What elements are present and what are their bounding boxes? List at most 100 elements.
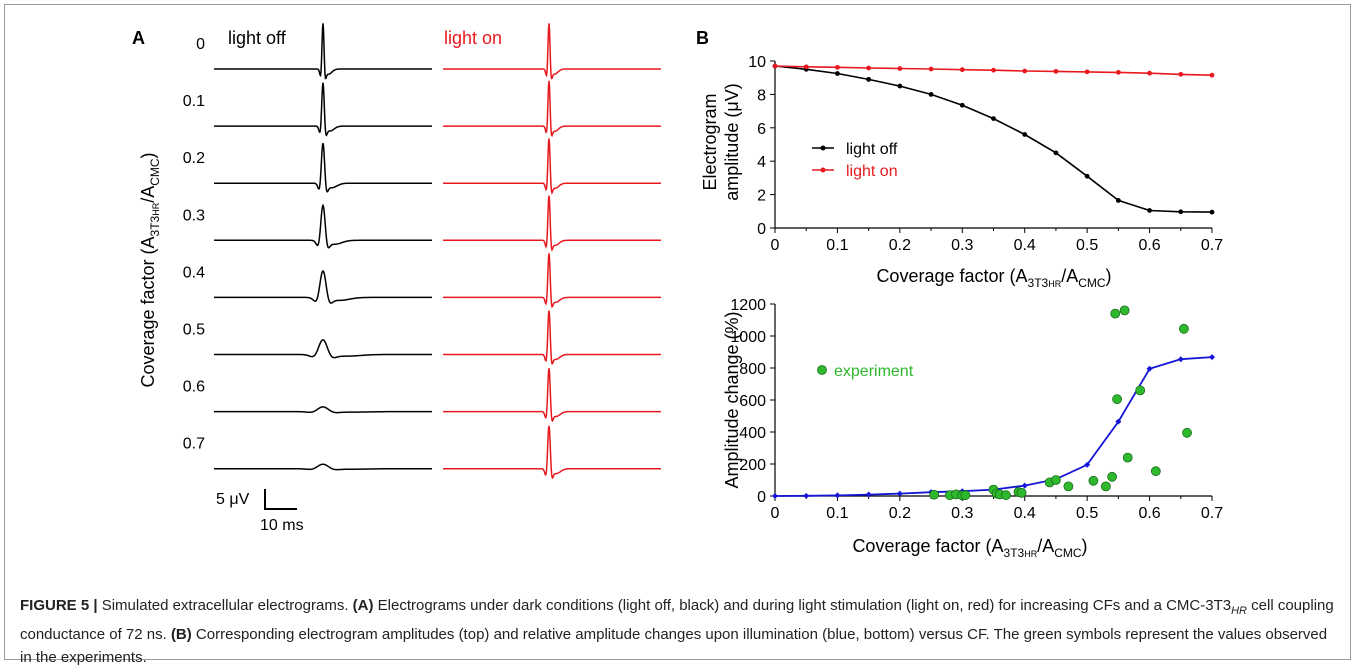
data-point bbox=[1022, 68, 1028, 74]
experiment-point bbox=[929, 489, 940, 500]
data-point bbox=[1053, 68, 1059, 74]
scale-bar-voltage: 5 μV bbox=[216, 491, 250, 508]
data-point bbox=[1084, 69, 1090, 75]
amplitude-change-chart: Amplitude change (%) Coverage factor (A3… bbox=[722, 297, 1223, 560]
trace-light-on bbox=[443, 253, 661, 308]
simulation-point bbox=[772, 493, 778, 499]
simulation-point bbox=[896, 490, 903, 497]
data-point bbox=[1178, 71, 1184, 77]
data-point bbox=[1115, 198, 1121, 203]
data-point bbox=[1147, 208, 1152, 213]
trace-light-on bbox=[443, 310, 661, 365]
experiment-point bbox=[1150, 466, 1161, 477]
caption-ref-b: (B) bbox=[170, 626, 192, 643]
y-tick-label: 800 bbox=[739, 361, 766, 378]
electrogram-traces: 0 0.1 0.2 0.3 0.4 0.5 0.6 0.7 bbox=[183, 23, 661, 480]
experiment-point bbox=[1182, 427, 1192, 438]
data-point bbox=[928, 92, 934, 97]
y-tick-label: 200 bbox=[739, 457, 766, 474]
amplitude-chart: Electrogram amplitude (μV) Coverage fact… bbox=[700, 54, 1223, 290]
caption-text-1: Simulated extracellular electrograms. bbox=[97, 597, 353, 614]
data-point bbox=[959, 67, 965, 73]
caption-figure-label: FIGURE 5 | bbox=[20, 597, 98, 614]
row-label: 0 bbox=[196, 36, 205, 53]
trace-light-on bbox=[443, 80, 661, 138]
legend-experiment-marker bbox=[817, 365, 827, 375]
experiment-point bbox=[960, 490, 971, 501]
scale-bar-lines bbox=[264, 489, 297, 510]
row-label: 0.4 bbox=[183, 264, 205, 281]
simulation-point bbox=[1115, 418, 1122, 425]
x-tick-label: 0.7 bbox=[1201, 237, 1223, 254]
experiment-point bbox=[1100, 481, 1111, 492]
legend-experiment-label: experiment bbox=[834, 363, 914, 380]
data-point bbox=[897, 66, 903, 71]
data-point bbox=[835, 71, 840, 76]
x-tick-label: 0.6 bbox=[1138, 505, 1160, 522]
caption-ref-a: (A) bbox=[352, 597, 374, 614]
top-xlabel: Coverage factor (A3T3HR/ACMC) bbox=[876, 266, 1111, 290]
x-tick-label: 0.6 bbox=[1138, 237, 1160, 254]
row-label: 0.6 bbox=[183, 379, 205, 396]
caption-text-2: Electrograms under dark conditions (ligh… bbox=[373, 597, 1232, 614]
legend-light-off-label: light off bbox=[846, 141, 898, 158]
legend-light-on-marker bbox=[820, 167, 826, 173]
x-tick-label: 0.2 bbox=[889, 505, 911, 522]
figure-graphics: A light off light on Coverage factor (A3… bbox=[132, 23, 1223, 560]
data-point bbox=[1209, 72, 1215, 78]
data-point bbox=[772, 63, 778, 69]
row-label: 0.3 bbox=[183, 207, 205, 224]
data-point bbox=[1209, 209, 1215, 215]
experiment-point bbox=[1135, 385, 1146, 396]
x-tick-label: 0.4 bbox=[1014, 237, 1036, 254]
x-tick-label: 0.1 bbox=[826, 237, 848, 254]
trace-light-off bbox=[214, 463, 432, 471]
trace-light-off bbox=[214, 203, 432, 249]
simulation-point bbox=[1084, 461, 1091, 468]
y-tick-label: 4 bbox=[757, 154, 766, 171]
experiment-point bbox=[1016, 487, 1027, 498]
x-tick-label: 0.2 bbox=[889, 237, 911, 254]
scale-bar: 5 μV 10 ms bbox=[216, 489, 304, 534]
x-tick-label: 0 bbox=[771, 237, 780, 254]
experiment-point bbox=[1112, 394, 1123, 405]
trace-light-on bbox=[443, 23, 661, 80]
data-point bbox=[866, 65, 872, 71]
y-tick-label: 8 bbox=[757, 87, 766, 104]
panel-a-ylabel: Coverage factor (A3T3HR/ACMC) bbox=[138, 152, 162, 387]
simulation-point bbox=[1177, 356, 1184, 363]
trace-light-off bbox=[214, 270, 432, 304]
data-point bbox=[1115, 69, 1121, 75]
x-tick-label: 0.3 bbox=[951, 237, 973, 254]
simulation-point bbox=[803, 492, 810, 499]
data-point bbox=[803, 64, 809, 70]
trace-light-off bbox=[214, 23, 432, 80]
x-tick-label: 0.5 bbox=[1076, 237, 1098, 254]
simulation-point bbox=[1021, 482, 1028, 489]
figure-frame bbox=[4, 4, 1351, 660]
top-ylabel-line2: amplitude (μV) bbox=[722, 83, 742, 200]
experiment-point bbox=[1179, 323, 1189, 334]
row-label: 0.1 bbox=[183, 93, 205, 110]
x-tick-label: 0.5 bbox=[1076, 505, 1098, 522]
y-tick-label: 600 bbox=[739, 393, 766, 410]
row-label: 0.2 bbox=[183, 150, 205, 167]
bottom-xlabel: Coverage factor (A3T3HR/ACMC) bbox=[852, 536, 1087, 560]
data-point bbox=[897, 83, 903, 89]
y-tick-label: 10 bbox=[748, 54, 766, 71]
data-point bbox=[928, 66, 934, 72]
simulation-point bbox=[1146, 365, 1153, 372]
data-point bbox=[1178, 209, 1184, 215]
experiment-point bbox=[1110, 308, 1121, 319]
scale-bar-time: 10 ms bbox=[260, 517, 304, 534]
trace-light-off bbox=[214, 82, 432, 137]
panel-a-label: A bbox=[132, 28, 145, 48]
experiment-point bbox=[1088, 475, 1099, 486]
trace-light-on bbox=[443, 195, 661, 252]
row-label: 0.7 bbox=[183, 436, 205, 453]
y-tick-label: 0 bbox=[757, 489, 766, 506]
experiment-point bbox=[1001, 490, 1011, 501]
simulation-point bbox=[865, 491, 872, 498]
caption-subscript: HR bbox=[1231, 605, 1247, 617]
y-tick-label: 400 bbox=[739, 425, 766, 442]
